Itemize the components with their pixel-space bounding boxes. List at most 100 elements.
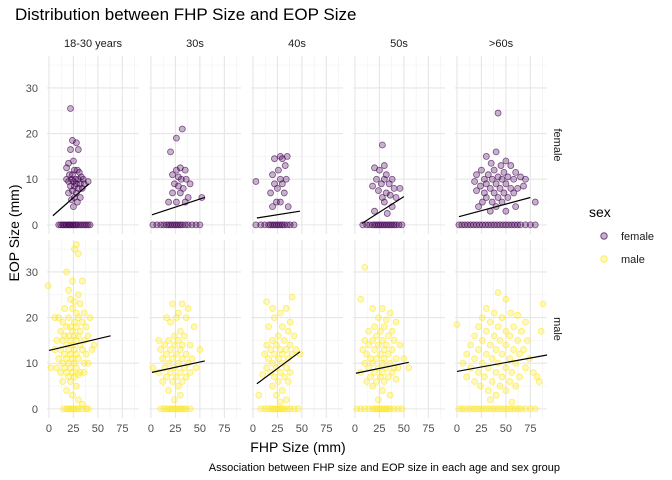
data-point — [263, 298, 271, 306]
data-point — [482, 327, 490, 335]
data-point — [492, 148, 500, 156]
data-point — [502, 207, 510, 215]
panel-marks-male-1 — [149, 300, 205, 413]
data-point — [159, 355, 167, 363]
data-point — [280, 373, 288, 381]
data-point — [377, 180, 385, 188]
data-point — [388, 327, 396, 335]
data-point — [55, 355, 63, 363]
data-point — [159, 378, 167, 385]
data-point — [278, 405, 286, 413]
data-point — [171, 180, 178, 188]
data-point — [518, 327, 525, 335]
data-point — [475, 368, 482, 376]
data-point — [261, 350, 269, 358]
data-point — [273, 364, 280, 372]
data-point — [378, 359, 386, 367]
data-point — [267, 346, 274, 353]
x-tick-label: 50 — [92, 423, 104, 435]
x-tick-label: 75 — [116, 423, 128, 435]
data-point — [61, 305, 69, 312]
data-point — [369, 382, 376, 390]
data-point — [276, 398, 284, 406]
data-point — [149, 364, 157, 372]
data-point — [161, 341, 169, 349]
data-point — [265, 323, 273, 331]
data-point — [44, 282, 52, 290]
data-point — [526, 405, 534, 413]
data-point — [478, 198, 486, 206]
data-point — [286, 368, 294, 376]
legend: sex female male — [589, 204, 654, 266]
data-point — [274, 332, 282, 340]
data-point — [78, 346, 86, 353]
regression-line — [456, 354, 548, 373]
data-point — [274, 378, 282, 385]
y-tick-label: 10 — [26, 358, 38, 370]
data-point — [263, 341, 271, 349]
data-point — [357, 295, 365, 303]
data-point — [172, 134, 180, 142]
data-point — [471, 355, 478, 363]
data-point — [286, 341, 294, 349]
regression-line — [52, 183, 90, 217]
strip-label-column: 30s — [186, 38, 204, 50]
data-point — [255, 391, 263, 399]
data-point — [186, 368, 194, 376]
data-point — [273, 391, 280, 399]
data-point — [507, 162, 515, 169]
data-point — [71, 298, 78, 306]
data-point — [267, 368, 274, 376]
data-point — [186, 405, 194, 413]
data-point — [516, 373, 523, 381]
y-axis-title: EOP Size (mm) — [6, 185, 22, 282]
data-point — [497, 162, 505, 169]
data-point — [378, 387, 386, 395]
x-tick-label: 0 — [46, 423, 52, 435]
data-point — [380, 346, 388, 353]
y-tick-label: 20 — [26, 129, 38, 141]
data-point — [373, 378, 380, 385]
data-point — [467, 341, 475, 349]
data-point — [490, 309, 498, 317]
data-point — [484, 171, 492, 179]
data-point — [475, 346, 482, 353]
data-point — [492, 180, 500, 188]
data-point — [73, 198, 81, 206]
data-point — [482, 350, 490, 358]
data-point — [176, 221, 184, 229]
data-point — [269, 171, 276, 179]
panel-female-3 — [353, 56, 445, 234]
data-point — [80, 180, 88, 188]
data-point — [535, 378, 543, 385]
data-point — [165, 198, 172, 206]
strip-label-column: 40s — [288, 38, 306, 50]
data-point — [171, 341, 178, 349]
data-point — [363, 350, 371, 358]
x-tick-label: 75 — [218, 423, 230, 435]
data-point — [498, 350, 506, 358]
data-point — [459, 359, 467, 367]
data-point — [531, 405, 539, 413]
data-point — [500, 189, 508, 197]
data-point — [502, 327, 510, 335]
data-point — [271, 373, 278, 381]
data-point — [294, 405, 302, 413]
data-point — [510, 346, 518, 353]
data-point — [378, 141, 386, 149]
x-tick-label: 25 — [373, 423, 385, 435]
data-point — [531, 198, 539, 206]
data-point — [494, 173, 502, 181]
data-point — [282, 396, 290, 404]
data-point — [508, 398, 516, 406]
data-point — [376, 166, 383, 174]
data-point — [382, 189, 390, 197]
legend-key-male — [600, 255, 608, 263]
data-point — [177, 175, 185, 183]
data-point — [178, 300, 186, 308]
data-point — [383, 210, 391, 217]
data-point — [74, 291, 82, 299]
data-point — [273, 341, 280, 349]
data-point — [70, 203, 77, 211]
data-point — [165, 337, 172, 344]
